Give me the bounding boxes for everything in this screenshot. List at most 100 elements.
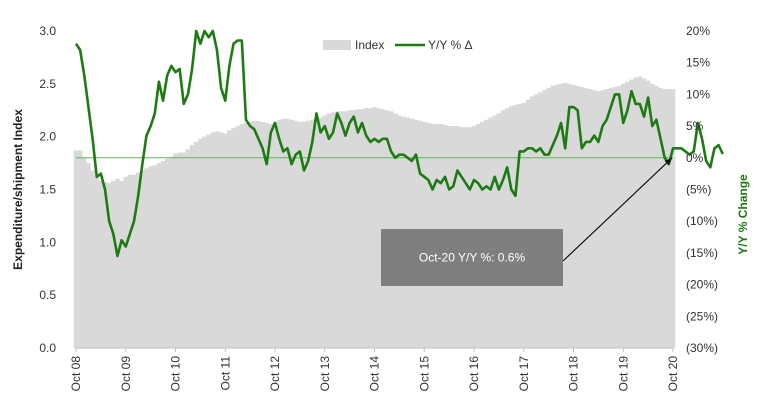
- callout-arrow-line: [562, 157, 673, 262]
- index-bar: [600, 90, 605, 349]
- index-bar: [189, 145, 195, 348]
- index-bar: [193, 141, 199, 348]
- legend: Index Y/Y % Δ: [323, 38, 472, 52]
- index-bar: [127, 174, 133, 348]
- index-bar: [608, 88, 614, 348]
- index-bar: [198, 138, 203, 348]
- index-bar: [152, 165, 158, 348]
- index-bar: [281, 118, 286, 348]
- index-bar: [169, 156, 174, 348]
- index-bar: [359, 109, 365, 348]
- index-bar: [289, 119, 294, 348]
- index-bar: [185, 149, 191, 348]
- index-bar: [173, 153, 178, 348]
- index-bar: [206, 134, 211, 348]
- index-bar: [343, 111, 348, 348]
- index-bar: [629, 79, 634, 349]
- index-bar: [310, 119, 315, 348]
- x-tick-label: Oct 11: [218, 356, 232, 391]
- x-tick-label: Oct 12: [268, 356, 282, 392]
- y-left-tick-label: 0.5: [39, 288, 56, 302]
- index-bar: [115, 178, 120, 348]
- callout-text: Oct-20 Y/Y %: 0.6%: [419, 251, 526, 265]
- index-bar: [177, 152, 182, 348]
- index-bars: [73, 76, 676, 349]
- index-bar: [73, 150, 79, 348]
- y-right-tick-label: 15%: [686, 56, 710, 70]
- x-tick-label: Oct 18: [567, 356, 581, 392]
- index-bar: [82, 157, 87, 348]
- index-bar: [314, 118, 319, 348]
- index-bar: [77, 150, 83, 348]
- index-bar: [625, 81, 630, 348]
- index-bar: [164, 158, 170, 348]
- y-left-tick-label: 2.5: [39, 77, 56, 91]
- index-bar: [330, 112, 336, 348]
- index-bar: [210, 132, 216, 348]
- y-left-tick-label: 0.0: [39, 341, 56, 355]
- index-bar: [583, 88, 589, 348]
- y-left-tick-label: 1.5: [39, 183, 56, 197]
- index-bar: [131, 174, 137, 348]
- x-tick-label: Oct 20: [666, 356, 680, 392]
- y-right-tick-label: (5%): [686, 183, 711, 197]
- x-tick-label: Oct 17: [517, 356, 531, 392]
- x-tick-label: Oct 08: [69, 356, 83, 392]
- index-bar: [596, 91, 601, 348]
- index-bar: [562, 82, 568, 348]
- index-bar: [567, 83, 572, 348]
- index-bar: [181, 152, 187, 348]
- index-bar: [235, 126, 240, 348]
- index-bar: [102, 182, 108, 348]
- index-bar: [591, 90, 597, 349]
- index-bar: [285, 118, 290, 348]
- index-bar: [123, 176, 129, 348]
- index-bar: [222, 133, 228, 348]
- index-bar: [641, 78, 647, 349]
- index-bar: [612, 87, 618, 348]
- index-bar: [517, 103, 522, 348]
- index-bar: [227, 130, 232, 348]
- index-bar: [231, 128, 236, 348]
- index-bar: [318, 117, 323, 349]
- x-tick-label: Oct 13: [318, 356, 332, 392]
- y-right-tick-label: (25%): [686, 309, 718, 323]
- index-bar: [268, 123, 274, 349]
- y-left-tick-label: 3.0: [39, 24, 56, 38]
- index-bar: [550, 85, 556, 348]
- index-bar: [90, 170, 95, 348]
- y-right-tick-label: 5%: [686, 119, 704, 133]
- index-bar: [202, 136, 207, 348]
- index-bar: [156, 163, 162, 348]
- y-left-tick-label: 1.0: [39, 235, 56, 249]
- index-bar: [571, 84, 576, 348]
- y-right-tick-label: (15%): [686, 246, 718, 260]
- index-bar: [144, 168, 149, 348]
- index-bar: [637, 76, 643, 348]
- x-tick-label: Oct 09: [119, 356, 133, 392]
- x-tick-label: Oct 19: [616, 356, 630, 392]
- index-bar: [351, 110, 357, 348]
- index-bar: [256, 120, 261, 348]
- index-bar: [650, 83, 655, 348]
- x-tick-label: Oct 10: [169, 356, 183, 392]
- index-bar: [135, 172, 141, 348]
- index-bar: [604, 89, 609, 349]
- index-bar: [243, 122, 249, 349]
- legend-label-index: Index: [355, 38, 384, 52]
- index-bar: [297, 121, 303, 349]
- index-bar: [368, 108, 373, 348]
- index-bar: [239, 123, 245, 349]
- index-bar: [326, 113, 332, 348]
- index-bar: [347, 110, 352, 348]
- index-bar: [558, 83, 564, 348]
- index-bar: [509, 106, 514, 349]
- index-bar: [670, 89, 676, 349]
- index-bar: [86, 163, 91, 348]
- legend-swatch-index: [323, 40, 351, 50]
- y-left-tick-label: 2.0: [39, 130, 56, 144]
- index-bar: [620, 83, 626, 348]
- callout-arrow-head: [664, 157, 672, 166]
